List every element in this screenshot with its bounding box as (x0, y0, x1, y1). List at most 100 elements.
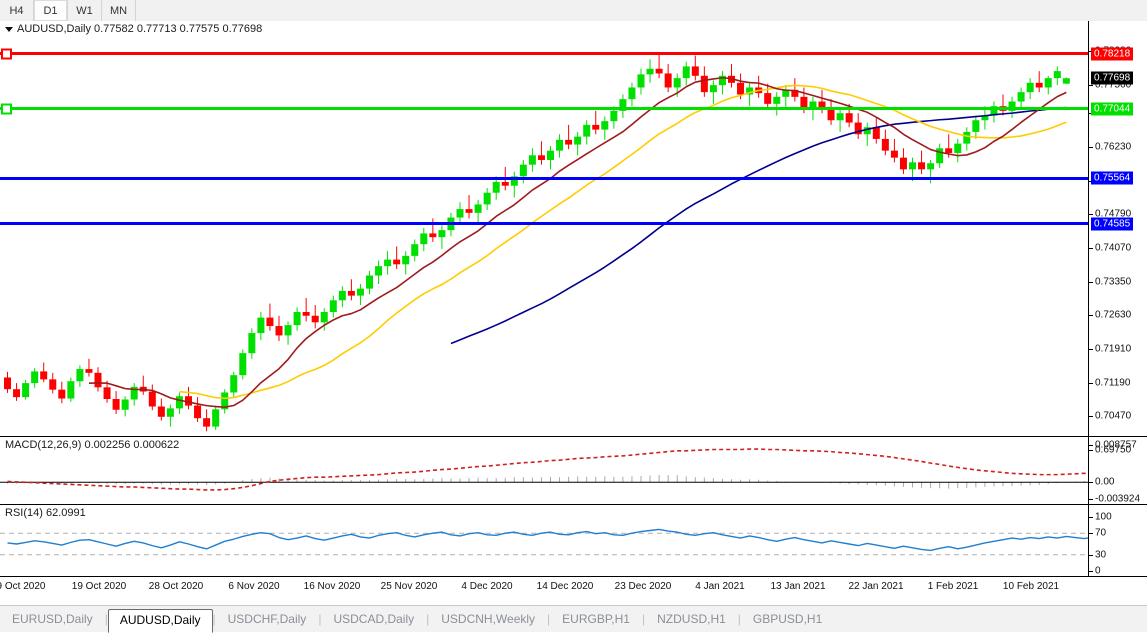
price-axis-tick-label: 0.74790 (1095, 208, 1132, 220)
axis-tickmark (1089, 146, 1093, 148)
date-axis-label: 25 Nov 2020 (380, 581, 438, 592)
axis-tickmark (1089, 445, 1093, 446)
symbol-tab-bar: EURUSD,Daily | AUDUSD,Daily | USDCHF,Daily | U… (0, 605, 1147, 633)
date-axis-label: 16 Nov 2020 (303, 581, 361, 592)
price-axis-tick-label: 0.71190 (1095, 377, 1131, 389)
level-line-blue-1[interactable] (0, 176, 1088, 180)
macd-axis-tick-label: 0.00 (1095, 476, 1115, 488)
blue-level-2-badge[interactable]: 0.74585 (1091, 217, 1134, 231)
resistance-line-red-handle[interactable] (1, 48, 12, 60)
axis-tickmark (1089, 214, 1093, 216)
price-header-text: AUDUSD,Daily 0.77582 0.77713 0.77575 0.7… (17, 23, 263, 35)
price-pane: AUDUSD,Daily 0.77582 0.77713 0.77575 0.7… (0, 21, 1147, 456)
macd-axis-tick-label: 0.008757 (1095, 439, 1137, 451)
date-axis-label: 4 Dec 2020 (461, 581, 513, 592)
symbol-tab-usdcnh[interactable]: USDCNH,Weekly (441, 612, 536, 626)
rsi-axis-tick-label: 0 (1095, 565, 1101, 577)
date-axis[interactable]: 9 Oct 2020 19 Oct 2020 28 Oct 2020 6 Nov 20… (0, 576, 1147, 606)
price-axis-tick-label: 0.74070 (1095, 242, 1132, 254)
date-axis-label: 19 Oct 2020 (71, 581, 127, 592)
axis-tickmark (1089, 482, 1093, 484)
axis-tickmark (1089, 348, 1093, 350)
rsi-axis[interactable]: 100 70 30 0 (1088, 505, 1147, 577)
date-axis-label: 6 Nov 2020 (228, 581, 280, 592)
rsi-pane: RSI(14) 62.0991 100 70 30 0 (0, 504, 1147, 577)
price-axis-tick-label: 0.76230 (1095, 141, 1132, 153)
symbol-tab-nzdusd[interactable]: NZDUSD,H1 (657, 612, 726, 626)
symbol-tab-gbpusd[interactable]: GBPUSD,H1 (752, 612, 823, 626)
symbol-tab-audusd[interactable]: AUDUSD,Daily (107, 609, 213, 633)
date-axis-label: 13 Jan 2021 (770, 581, 826, 592)
timeframe-d1[interactable]: D1 (34, 0, 68, 21)
timeframe-w1[interactable]: W1 (68, 0, 102, 21)
symbol-tab-divider: | (426, 612, 430, 626)
price-pane-header: AUDUSD,Daily 0.77582 0.77713 0.77575 0.7… (5, 23, 262, 35)
axis-tickmark (1089, 281, 1093, 283)
support-line-green[interactable] (0, 107, 1088, 111)
rsi-axis-tick-label: 30 (1095, 549, 1107, 561)
timeframe-mn[interactable]: MN (102, 0, 136, 21)
symbol-tab-eurgbp[interactable]: EURGBP,H1 (562, 612, 630, 626)
date-axis-label: 9 Oct 2020 (0, 581, 46, 592)
price-axis-tick-label: 0.69750 (1095, 444, 1132, 456)
price-axis-tick-label: 0.71910 (1095, 343, 1132, 355)
axis-tickmark (1089, 450, 1093, 451)
date-axis-label: 14 Dec 2020 (536, 581, 594, 592)
date-axis-label: 10 Feb 2021 (1002, 581, 1060, 592)
symbol-tab-usdcad[interactable]: USDCAD,Daily (333, 612, 415, 626)
resistance-badge[interactable]: 0.78218 (1091, 47, 1134, 61)
symbol-tab-divider: | (104, 612, 108, 626)
symbol-tab-divider: | (547, 612, 551, 626)
timeframe-toolbar: H4 D1 W1 MN (0, 0, 1147, 22)
symbol-tab-usdchf[interactable]: USDCHF,Daily (227, 612, 307, 626)
support-line-green-handle[interactable] (1, 103, 12, 115)
collapse-caret-icon[interactable] (5, 26, 13, 32)
date-axis-label: 23 Dec 2020 (614, 581, 672, 592)
rsi-axis-tick-label: 100 (1095, 511, 1112, 523)
price-plot-area[interactable] (0, 21, 1088, 436)
axis-tickmark (1089, 416, 1093, 418)
price-axis[interactable]: 0.782800.775600.769500.762300.755100.747… (1088, 21, 1147, 456)
axis-tickmark (1089, 533, 1093, 535)
resistance-line-red[interactable] (0, 52, 1088, 56)
symbol-tab-divider: | (641, 612, 646, 626)
axis-tickmark (1089, 84, 1093, 86)
axis-tickmark (1089, 382, 1093, 384)
timeframe-label: D1 (43, 4, 58, 17)
macd-plot-area[interactable] (0, 437, 1088, 505)
last-price-badge[interactable]: 0.77698 (1091, 71, 1134, 85)
rsi-axis-tick-label: 70 (1095, 527, 1107, 539)
symbol-tab-divider: | (318, 612, 322, 626)
timeframe-label: MN (109, 4, 128, 17)
macd-axis-tick-label: -0.003924 (1095, 493, 1141, 505)
symbol-tab-divider: | (737, 612, 741, 626)
level-line-blue-2[interactable] (0, 222, 1088, 226)
price-axis-tick-label: 0.72630 (1095, 309, 1132, 321)
rsi-plot-area[interactable] (0, 505, 1088, 577)
timeframe-label: W1 (76, 4, 93, 17)
chart-frame: AUDUSD,Daily 0.77582 0.77713 0.77575 0.7… (0, 21, 1147, 605)
macd-pane-header: MACD(12,26,9) 0.002256 0.000622 (5, 439, 180, 451)
symbol-tab-eurusd[interactable]: EURUSD,Daily (12, 612, 93, 626)
date-axis-label: 4 Jan 2021 (695, 581, 745, 592)
symbol-tab-divider: | (212, 612, 216, 626)
timeframe-h4[interactable]: H4 (0, 0, 34, 21)
timeframe-label: H4 (9, 4, 24, 17)
date-axis-label: 22 Jan 2021 (848, 581, 904, 592)
rsi-pane-header: RSI(14) 62.0991 (5, 507, 86, 519)
date-axis-label: 1 Feb 2021 (927, 581, 979, 592)
axis-tickmark (1089, 517, 1093, 518)
price-axis-tick-label: 0.70470 (1095, 410, 1132, 422)
support-badge[interactable]: 0.77044 (1091, 102, 1134, 116)
macd-axis[interactable]: 0.008757 0.00 -0.003924 (1088, 437, 1147, 505)
price-axis-tick-label: 0.73350 (1095, 276, 1132, 288)
axis-tickmark (1089, 315, 1093, 317)
macd-pane: MACD(12,26,9) 0.002256 0.000622 0.008757… (0, 436, 1147, 505)
axis-tickmark (1089, 247, 1093, 249)
date-axis-label: 28 Oct 2020 (148, 581, 204, 592)
toolbar-spacer (136, 0, 1147, 21)
axis-tickmark (1089, 499, 1093, 500)
blue-level-1-badge[interactable]: 0.75564 (1091, 171, 1134, 185)
axis-tickmark (1089, 554, 1093, 556)
